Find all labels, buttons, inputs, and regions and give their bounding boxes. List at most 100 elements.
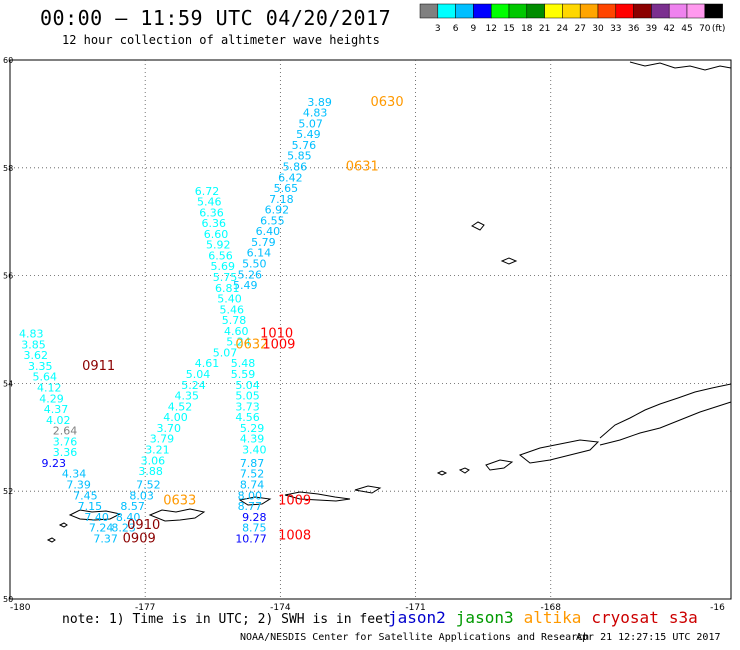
wave-height-label: 3.79 bbox=[150, 433, 175, 446]
wave-height-label: 6.56 bbox=[208, 249, 233, 262]
wave-height-label: 7.52 bbox=[240, 468, 265, 481]
wave-height-label: 5.86 bbox=[283, 160, 308, 173]
axis-labels: -180 -177 -174 -171 -168 -16 60 58 56 54 52 50 bbox=[3, 56, 725, 610]
legend-item-jason3: jason3 bbox=[455, 608, 514, 627]
wave-height-label: 5.85 bbox=[287, 150, 312, 163]
wave-height-label: 7.45 bbox=[73, 489, 98, 502]
wave-height-labels: 3.894.835.075.495.765.855.866.425.657.18… bbox=[19, 95, 404, 547]
wave-height-label: 4.12 bbox=[37, 381, 62, 394]
scale-tick-label: 45 bbox=[681, 24, 692, 34]
unalaska-island bbox=[518, 439, 600, 464]
wave-height-label: 6.40 bbox=[256, 225, 281, 238]
wave-height-label: 7.52 bbox=[136, 479, 161, 492]
wave-height-label: 8.74 bbox=[240, 479, 265, 492]
lon-tick-label: -174 bbox=[270, 603, 291, 610]
scale-tick-label: 39 bbox=[646, 24, 658, 34]
wave-height-label: 8.23 bbox=[111, 522, 136, 535]
time-label: 1010 bbox=[260, 327, 293, 342]
generated-timestamp: Apr 21 12:27:15 UTC 2017 bbox=[576, 632, 721, 643]
wave-height-label: 5.75 bbox=[213, 271, 238, 284]
wave-height-label: 8.03 bbox=[129, 489, 154, 502]
wave-height-label: 8.77 bbox=[238, 500, 262, 513]
wave-height-label: 6.72 bbox=[195, 185, 220, 198]
wave-height-label: 5.04 bbox=[235, 379, 260, 392]
credit-text: NOAA/NESDIS Center for Satellite Applica… bbox=[240, 632, 590, 643]
time-label: 0630 bbox=[371, 95, 404, 110]
wave-height-label: 3.62 bbox=[24, 349, 49, 362]
time-label: 1009 bbox=[278, 494, 311, 509]
wave-height-label: 4.29 bbox=[39, 392, 64, 405]
wave-height-label: 3.88 bbox=[138, 465, 163, 478]
scale-tick-label: 24 bbox=[557, 24, 569, 34]
wave-height-label: 5.04 bbox=[186, 368, 211, 381]
note-text: note: 1) Time is in UTC; 2) SWH is in fe… bbox=[62, 612, 391, 627]
scale-tick-label: 42 bbox=[663, 24, 674, 34]
wave-height-label: 5.46 bbox=[197, 196, 222, 209]
legend-item-jason2: jason2 bbox=[388, 608, 446, 627]
wave-height-label: 5.07 bbox=[213, 346, 238, 359]
map-frame bbox=[9, 59, 732, 600]
wave-height-label: 8.57 bbox=[120, 500, 145, 513]
wave-height-label: 7.40 bbox=[84, 511, 109, 524]
unimak-island bbox=[599, 383, 732, 439]
scale-tick-label: 6 bbox=[453, 24, 459, 34]
wave-height-label: 3.40 bbox=[242, 443, 267, 456]
scale-unit: (ft) bbox=[712, 24, 726, 34]
wave-height-label: 5.64 bbox=[33, 371, 58, 384]
wave-height-label: 5.78 bbox=[222, 314, 247, 327]
pribilof-island-stgeorge bbox=[500, 257, 518, 265]
wave-height-label: 3.35 bbox=[28, 360, 53, 373]
lat-tick-label: 58 bbox=[3, 164, 13, 173]
near-islands bbox=[68, 509, 122, 521]
wave-height-label: 6.36 bbox=[202, 217, 227, 230]
scale-tick-label: 12 bbox=[485, 24, 496, 34]
time-label: 0911 bbox=[82, 359, 115, 374]
wave-height-label: 3.89 bbox=[307, 96, 332, 109]
scale-tick-label: 30 bbox=[592, 24, 604, 34]
wave-height-label: 5.59 bbox=[231, 368, 256, 381]
islands-of-four-mountains bbox=[436, 467, 470, 476]
wave-height-label: 8.00 bbox=[238, 489, 262, 502]
lat-tick-label: 60 bbox=[3, 56, 13, 65]
wave-height-label: 3.73 bbox=[235, 400, 260, 413]
legend-item-cryosat: cryosat bbox=[591, 608, 659, 627]
wave-height-label: 6.92 bbox=[265, 204, 290, 217]
lat-tick-label: 52 bbox=[3, 487, 13, 496]
time-label: 0910 bbox=[127, 518, 160, 533]
wave-height-label: 4.02 bbox=[46, 414, 71, 427]
wave-height-label: 6.60 bbox=[204, 228, 229, 241]
alaska-peninsula-south bbox=[599, 401, 732, 446]
wave-height-label: 5.24 bbox=[226, 336, 251, 349]
wave-height-label: 7.24 bbox=[89, 522, 114, 535]
wave-height-label: 5.40 bbox=[217, 293, 242, 306]
time-label: 1009 bbox=[262, 337, 295, 352]
wave-height-label: 7.18 bbox=[269, 193, 294, 206]
wave-height-label: 8.40 bbox=[116, 511, 141, 524]
wave-height-label: 5.48 bbox=[231, 357, 256, 370]
lat-tick-label: 54 bbox=[3, 379, 13, 388]
wave-height-label: 6.14 bbox=[247, 247, 272, 260]
wave-height-label: 5.65 bbox=[274, 182, 299, 195]
wave-height-label: 6.81 bbox=[215, 282, 240, 295]
wave-height-label: 10.77 bbox=[235, 532, 267, 545]
wave-height-label: 5.46 bbox=[220, 303, 245, 316]
wave-height-label: 8.75 bbox=[242, 522, 267, 535]
wave-height-label: 5.69 bbox=[211, 260, 236, 273]
wave-height-label: 9.23 bbox=[42, 457, 66, 470]
wave-height-label: 7.39 bbox=[66, 479, 91, 492]
rat-islands bbox=[148, 508, 206, 522]
time-label: 0909 bbox=[123, 531, 156, 546]
wave-height-label: 3.21 bbox=[145, 443, 170, 456]
time-label: 0631 bbox=[346, 159, 379, 174]
scale-tick-label: 36 bbox=[628, 24, 640, 34]
wave-height-label: 4.61 bbox=[195, 357, 220, 370]
legend-item-altika: altika bbox=[523, 608, 582, 627]
wave-height-map[interactable]: 3.894.835.075.495.765.855.866.425.657.18… bbox=[0, 0, 740, 610]
wave-height-label: 5.26 bbox=[238, 268, 262, 281]
page-title: 00:00 – 11:59 UTC 04/20/2017 bbox=[40, 6, 392, 30]
wave-height-label: 4.52 bbox=[168, 400, 193, 413]
wave-height-label: 5.49 bbox=[296, 128, 321, 141]
wave-height-label: 4.60 bbox=[224, 325, 249, 338]
wave-height-label: 5.24 bbox=[181, 379, 206, 392]
umnak-island bbox=[485, 459, 514, 471]
